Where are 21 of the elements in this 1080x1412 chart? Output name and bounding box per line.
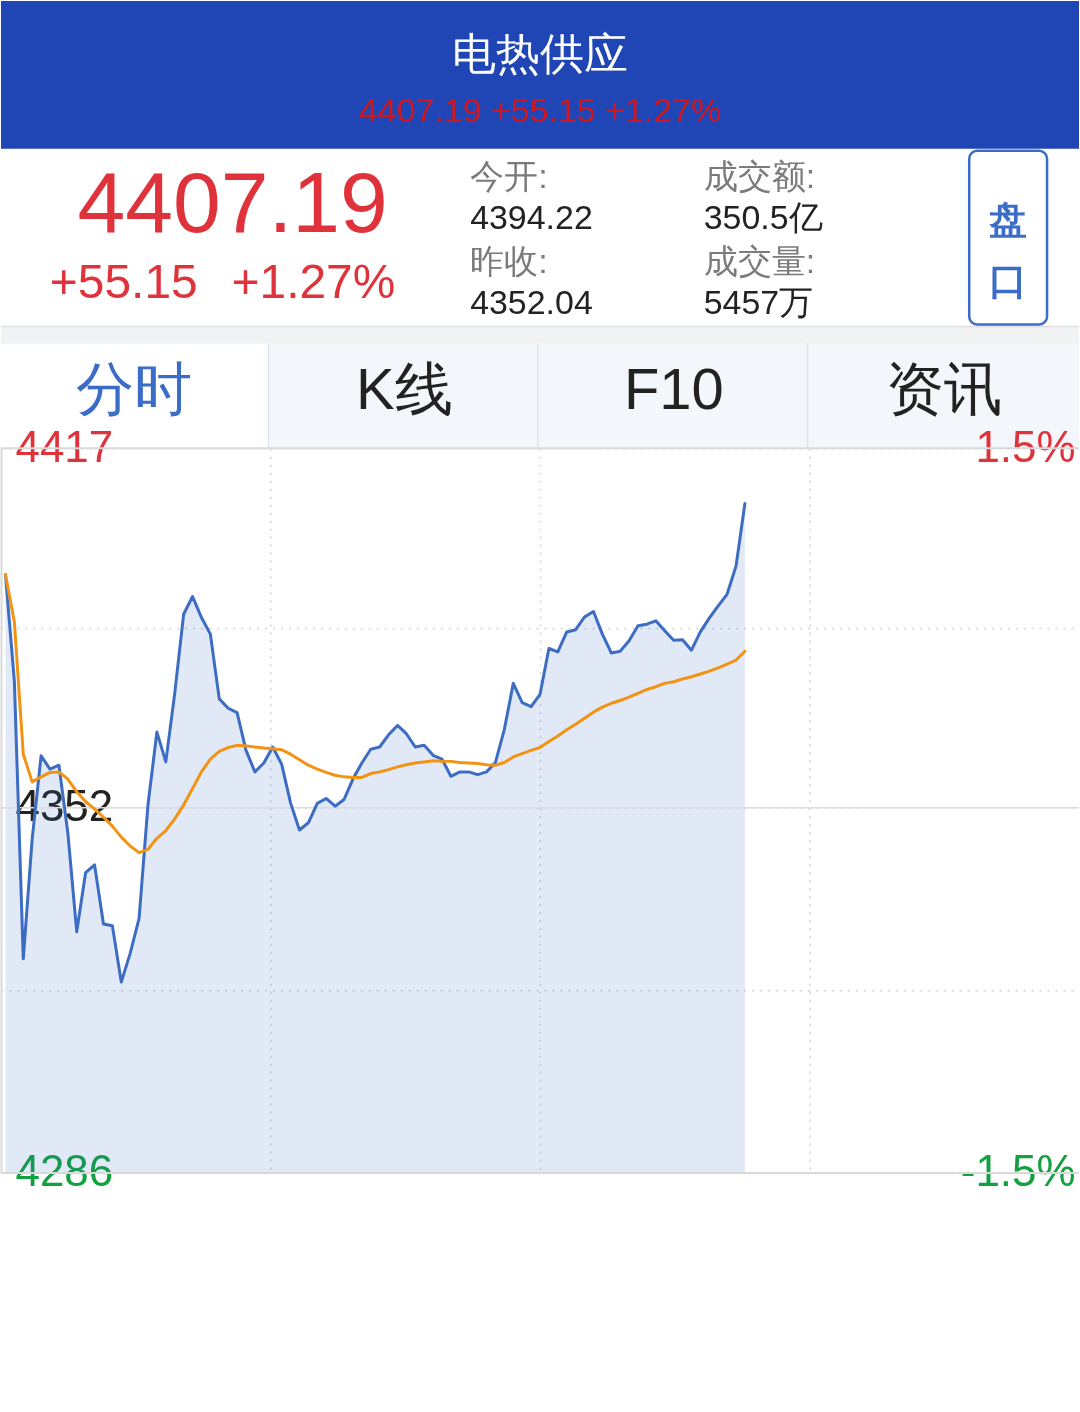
text: 成交额: bbox=[703, 156, 816, 195]
text: 4352.04 bbox=[470, 282, 593, 321]
text: K线 bbox=[355, 357, 453, 422]
text: F10 bbox=[623, 357, 724, 422]
text: +1.27% bbox=[231, 254, 396, 308]
text: 盘口 bbox=[988, 198, 1028, 302]
text: 4407.19 +55.15 +1.27% bbox=[358, 90, 722, 129]
text: 昨收: bbox=[470, 241, 548, 280]
text: +55.15 bbox=[49, 254, 198, 308]
text: 资讯 bbox=[886, 357, 1003, 422]
text: 4407.19 bbox=[77, 153, 388, 250]
text: 分时 bbox=[75, 357, 192, 422]
text: 5457万 bbox=[703, 282, 814, 321]
text: 350.5亿 bbox=[703, 197, 823, 236]
text: 成交量: bbox=[703, 241, 816, 280]
text: 4394.22 bbox=[470, 197, 593, 236]
line-series bbox=[3, 572, 747, 855]
y2-tick-label: 1.5% bbox=[975, 421, 1076, 471]
text: 电热供应 bbox=[452, 28, 628, 78]
text: 今开: bbox=[470, 156, 548, 195]
y-tick-label: 4417 bbox=[15, 421, 114, 471]
